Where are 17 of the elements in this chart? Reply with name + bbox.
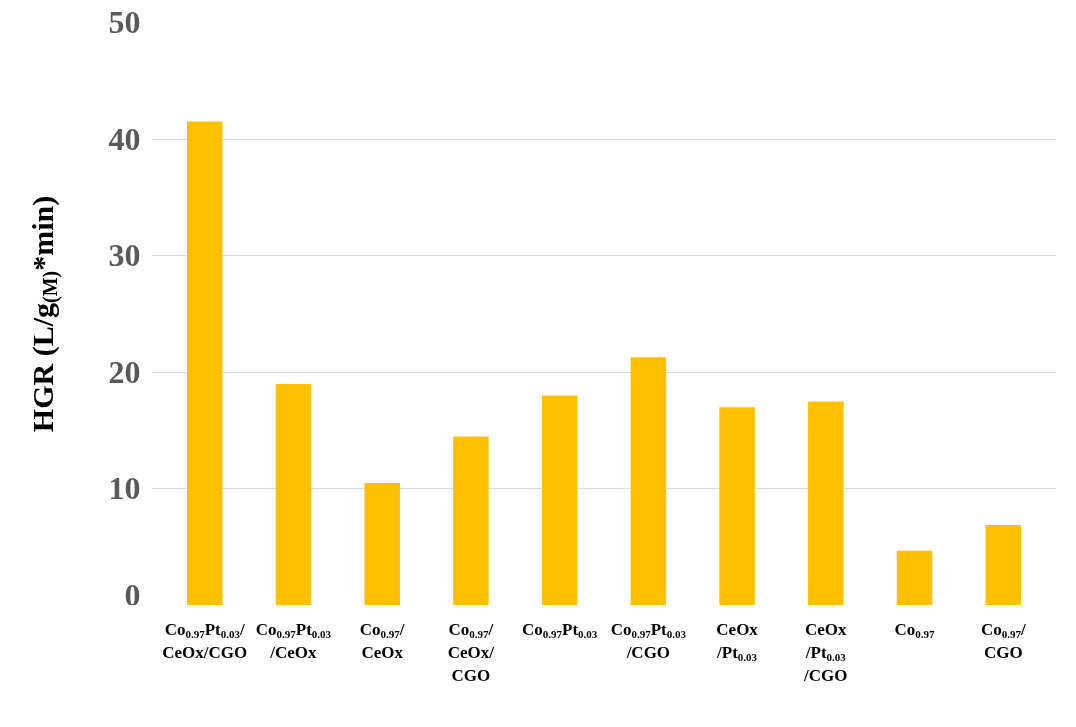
y-tick-label: 30 — [108, 237, 141, 274]
bar — [985, 525, 1022, 605]
bar — [186, 121, 223, 605]
y-axis-title: HGR (L/g(M)*min) — [26, 195, 62, 433]
bar — [630, 357, 667, 605]
bar — [541, 395, 578, 605]
bar — [453, 436, 489, 605]
bar — [364, 483, 400, 605]
y-tick-label: 20 — [108, 353, 141, 390]
y-tick-label: 40 — [108, 120, 141, 157]
y-tick-label: 10 — [108, 470, 141, 507]
bar — [808, 401, 844, 605]
y-tick-label: 0 — [124, 576, 141, 613]
bar — [719, 407, 755, 605]
bar — [896, 550, 933, 605]
bar — [275, 383, 312, 605]
y-tick-label: 50 — [108, 4, 141, 40]
